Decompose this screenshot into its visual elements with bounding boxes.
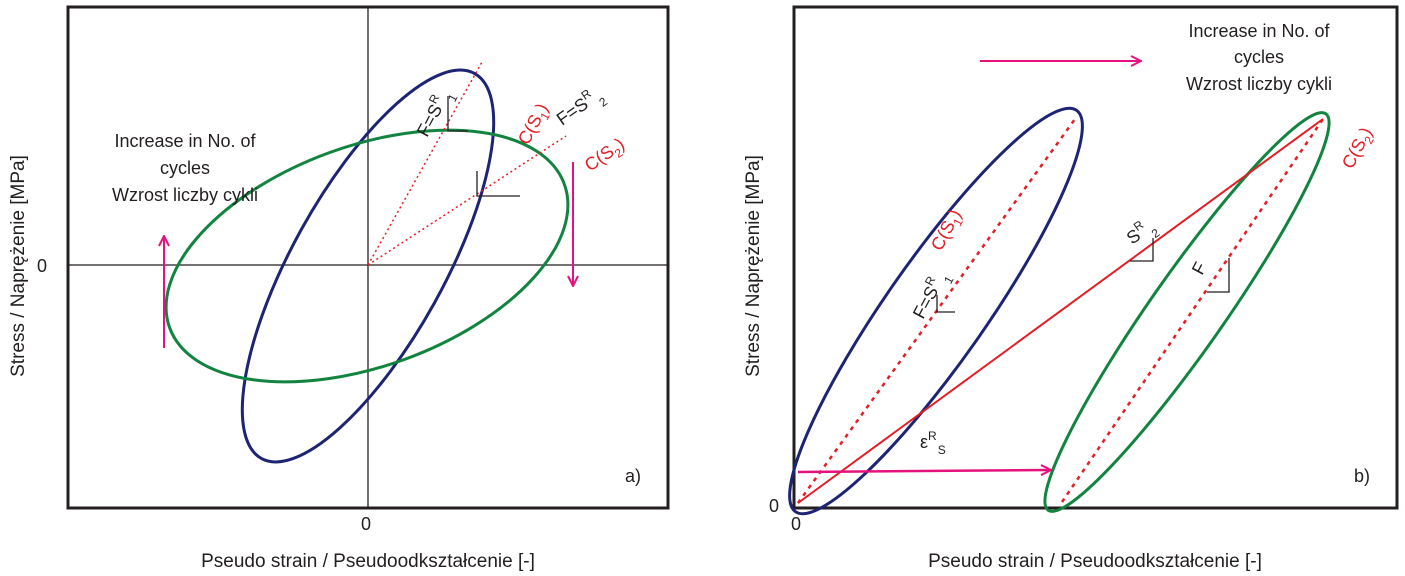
panel-b-slope-marker-sr1 [936, 295, 955, 313]
panel-a-tag: a) [625, 466, 641, 486]
panel-a-c-s1-label: C(S1) [514, 100, 556, 150]
panel-b-note-line-3: Wzrost liczby cykli [1186, 74, 1332, 94]
panel-a-secant-cycle-1 [367, 61, 483, 266]
panel-a-x-axis-title: Pseudo strain / Pseudoodkształcenie [-] [201, 551, 535, 572]
panel-b-secant-cycle-2 [1060, 118, 1325, 503]
panel-b: 0 0 Pseudo strain / Pseudoodkształcenie … [743, 5, 1399, 572]
panel-b-y-axis-title: Stress / Naprężenie [MPa] [743, 155, 764, 377]
panel-b-note-line-2: cycles [1234, 47, 1284, 67]
panel-a-y-axis-title: Stress / Naprężenie [MPa] [8, 155, 29, 377]
panel-b-c-s1-label: C(S1) [927, 206, 969, 256]
panel-a-slope-marker-1 [447, 96, 468, 132]
panel-b-loop-cycle-2 [1043, 111, 1331, 513]
panel-b-note-line-1: Increase in No. of [1188, 21, 1330, 41]
panel-a-note-line-1: Increase in No. of [114, 131, 256, 151]
panel-a-y-tick-zero: 0 [37, 256, 47, 276]
panel-a: 0 0 Pseudo strain / Pseudoodkształcenie … [8, 5, 670, 572]
panel-a-f-sr2-label: F=SR 2 [551, 81, 610, 135]
panel-a-loop-cycle-2 [164, 128, 570, 384]
panel-b-f-sr1-label: F=SR 1 [906, 266, 957, 325]
panel-b-c-s2-label: C(S2) [1338, 124, 1380, 174]
panel-b-frame [792, 5, 1399, 510]
panel-b-f-label: F [1188, 259, 1211, 278]
panel-a-note-line-2: cycles [160, 158, 210, 178]
panel-b-secant-sr2 [797, 118, 1324, 504]
panel-b-sr2-label: SR 2 [1121, 212, 1163, 254]
panel-b-loop-cycle-1 [788, 106, 1084, 516]
panel-a-c-s2-label: C(S2) [581, 134, 631, 179]
panel-b-y-tick-zero: 0 [769, 496, 779, 516]
panel-a-loop-cycle-1 [240, 68, 496, 464]
panel-b-x-axis-title: Pseudo strain / Pseudoodkształcenie [-] [928, 551, 1262, 572]
panel-a-frame [66, 5, 670, 510]
panel-b-slope-marker-sr2 [1130, 238, 1154, 262]
panel-a-note-line-3: Wzrost liczby cykli [112, 185, 258, 205]
panel-b-slope-marker-f [1207, 258, 1230, 293]
panel-a-slope-marker-2 [476, 171, 520, 197]
panel-b-tag: b) [1354, 466, 1370, 486]
panel-b-x-tick-zero: 0 [791, 514, 801, 534]
panel-a-x-tick-zero: 0 [361, 514, 371, 534]
panel-a-secant-cycle-2 [367, 135, 567, 266]
panel-b-right-arrow-bottom [797, 470, 1050, 472]
panel-b-eps-label: εRS [920, 429, 946, 457]
panel-a-f-sr1-label: F=SR 1 [410, 84, 461, 143]
